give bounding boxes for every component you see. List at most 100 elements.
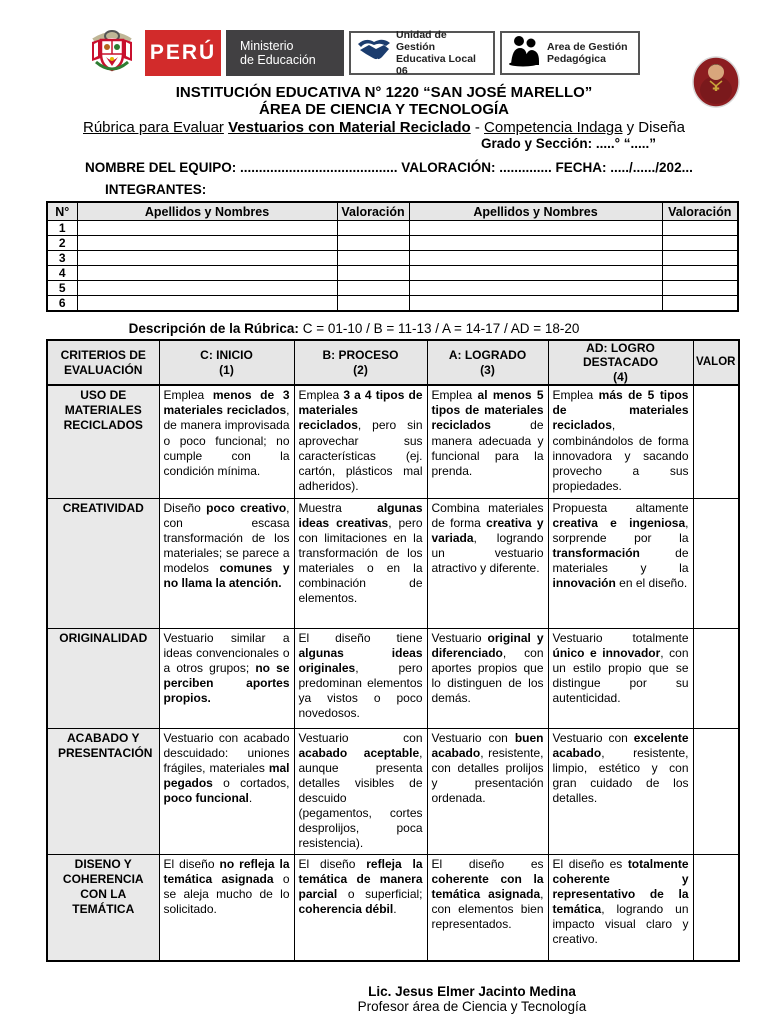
- rubric-row-coherencia: DISENO Y COHERENCIA CON LA TEMÁTICA El d…: [46, 853, 740, 962]
- peru-brand-logo: PERÚ: [145, 30, 221, 76]
- col-header-criterios: CRITERIOS DE EVALUACIÓN: [46, 339, 160, 387]
- level-ad-cell: Propuesta altamente creativa e ingeniosa…: [547, 497, 694, 629]
- member-row: 3: [46, 250, 739, 266]
- valor-cell: [692, 853, 740, 962]
- rubric-description-label: Descripción de la Rúbrica:: [128, 321, 299, 336]
- member-row: 6: [46, 295, 739, 312]
- peru-coat-of-arms-icon: [84, 28, 140, 78]
- valor-cell: [692, 384, 740, 499]
- rubric-row-originalidad: ORIGINALIDAD Vestuario similar a ideas c…: [46, 627, 740, 729]
- member-name-cell: [408, 250, 663, 266]
- member-row: 4: [46, 265, 739, 281]
- integrantes-table: N° Apellidos y Nombres Valoración Apelli…: [46, 201, 739, 312]
- row-number: 5: [46, 280, 78, 296]
- ugel-line2: Educativa Local 06: [396, 53, 476, 78]
- col-header-valor: VALOR: [692, 339, 740, 387]
- teacher-role: Profesor área de Ciencia y Tecnología: [357, 999, 587, 1015]
- level-a-cell: El diseño es coherente con la temática a…: [426, 853, 549, 962]
- level-b-cell: Muestra algunas ideas creativas, pero co…: [293, 497, 428, 629]
- member-score-cell: [336, 295, 410, 312]
- col-header-valoracion-1: Valoración: [336, 201, 410, 221]
- integrantes-label: INTEGRANTES:: [105, 182, 207, 197]
- rubric-row-uso-materiales: USO DE MATERIALES RECICLADOS Emplea meno…: [46, 384, 740, 499]
- ministerio-educacion-logo: Ministerio de Educación: [226, 30, 344, 76]
- row-number: 2: [46, 235, 78, 251]
- member-name-cell: [76, 265, 338, 281]
- san-jose-marello-portrait: [692, 56, 740, 108]
- level-b-cell: Vestuario con acabado aceptable, aunque …: [293, 727, 428, 855]
- member-score-cell: [336, 250, 410, 266]
- level-c-cell: Emplea menos de 3 materiales reciclados,…: [158, 384, 295, 499]
- teacher-name: Lic. Jesus Elmer Jacinto Medina: [368, 984, 576, 1000]
- row-number: 1: [46, 220, 78, 236]
- level-a-cell: Vestuario original y diferenciado, con a…: [426, 627, 549, 729]
- member-name-cell: [76, 250, 338, 266]
- member-score-cell: [336, 235, 410, 251]
- col-header-logrado: A: LOGRADO (3): [426, 339, 549, 387]
- level-c-cell: El diseño no refleja la temática asignad…: [158, 853, 295, 962]
- member-name-cell: [408, 220, 663, 236]
- member-name-cell: [408, 295, 663, 312]
- level-a-cell: Combina materiales de forma creativa y v…: [426, 497, 549, 629]
- level-b-cell: El diseño tiene algunas ideas originales…: [293, 627, 428, 729]
- member-score-cell: [661, 295, 739, 312]
- level-c-cell: Vestuario con acabado descuidado: unione…: [158, 727, 295, 855]
- members-header-row: N° Apellidos y Nombres Valoración Apelli…: [46, 201, 739, 221]
- criterion-label: ACABADO Y PRESENTACIÓN: [46, 727, 160, 855]
- member-score-cell: [661, 250, 739, 266]
- agp-line1: Area de Gestión: [547, 40, 628, 53]
- member-row: 2: [46, 235, 739, 251]
- team-name-line: NOMBRE DEL EQUIPO: .....................…: [85, 160, 693, 175]
- col-header-apellidos-2: Apellidos y Nombres: [408, 201, 663, 221]
- minedu-line1: Ministerio: [240, 38, 294, 53]
- area-title: ÁREA DE CIENCIA Y TECNOLOGÍA: [258, 101, 510, 118]
- member-score-cell: [661, 235, 739, 251]
- member-score-cell: [661, 220, 739, 236]
- member-name-cell: [76, 280, 338, 296]
- rubric-subtitle: Rúbrica para Evaluar Vestuarios con Mate…: [83, 119, 685, 136]
- member-name-cell: [408, 235, 663, 251]
- ugel-line1: Unidad de Gestión: [396, 28, 447, 53]
- criterion-label: USO DE MATERIALES RECICLADOS: [46, 384, 160, 499]
- level-a-cell: Vestuario con buen acabado, resistente, …: [426, 727, 549, 855]
- logo-strip: PERÚ Ministerio de Educación Unidad de G…: [84, 28, 768, 78]
- institution-title: INSTITUCIÓN EDUCATIVA N° 1220 “SAN JOSÉ …: [175, 84, 593, 101]
- criterion-label: DISENO Y COHERENCIA CON LA TEMÁTICA: [46, 853, 160, 962]
- level-b-cell: Emplea 3 a 4 tipos de materiales recicla…: [293, 384, 428, 499]
- level-c-cell: Diseño poco creativo, con escasa transfo…: [158, 497, 295, 629]
- level-ad-cell: Vestuario con excelente acabado, resiste…: [547, 727, 694, 855]
- level-ad-cell: Emplea más de 5 tipos de materiales reci…: [547, 384, 694, 499]
- peru-brand-label: PERÚ: [149, 41, 217, 64]
- member-name-cell: [76, 295, 338, 312]
- agp-line2: Pedagógica: [547, 53, 606, 65]
- member-score-cell: [661, 265, 739, 281]
- ugel-logo: Unidad de Gestión Educativa Local 06: [349, 28, 495, 78]
- member-name-cell: [76, 220, 338, 236]
- member-name-cell: [76, 235, 338, 251]
- col-header-apellidos-1: Apellidos y Nombres: [76, 201, 338, 221]
- rubric-row-acabado: ACABADO Y PRESENTACIÓN Vestuario con aca…: [46, 727, 740, 855]
- grade-section-line: Grado y Sección: .....° “.....”: [481, 136, 656, 151]
- col-header-inicio: C: INICIO (1): [158, 339, 295, 387]
- level-c-cell: Vestuario similar a ideas convencionales…: [158, 627, 295, 729]
- member-row: 1: [46, 220, 739, 236]
- signature-block: Lic. Jesus Elmer Jacinto Medina Profesor…: [126, 984, 768, 1014]
- minedu-line2: de Educación: [240, 53, 316, 67]
- col-header-numero: N°: [46, 201, 78, 221]
- member-row: 5: [46, 280, 739, 296]
- col-header-valoracion-2: Valoración: [661, 201, 739, 221]
- valor-cell: [692, 727, 740, 855]
- member-name-cell: [408, 280, 663, 296]
- col-header-destacado: AD: LOGRO DESTACADO (4): [547, 339, 694, 387]
- rubric-table: CRITERIOS DE EVALUACIÓN C: INICIO (1) B: …: [46, 339, 740, 963]
- member-name-cell: [408, 265, 663, 281]
- criterion-label: CREATIVIDAD: [46, 497, 160, 629]
- people-silhouette-icon: [507, 35, 543, 72]
- row-number: 4: [46, 265, 78, 281]
- area-gestion-pedagogica-logo: Area de Gestión Pedagógica: [500, 31, 640, 75]
- rubric-row-creatividad: CREATIVIDAD Diseño poco creativo, con es…: [46, 497, 740, 629]
- level-ad-cell: Vestuario totalmente único e innovador, …: [547, 627, 694, 729]
- member-score-cell: [336, 265, 410, 281]
- rubric-header-row: CRITERIOS DE EVALUACIÓN C: INICIO (1) B: …: [46, 339, 740, 387]
